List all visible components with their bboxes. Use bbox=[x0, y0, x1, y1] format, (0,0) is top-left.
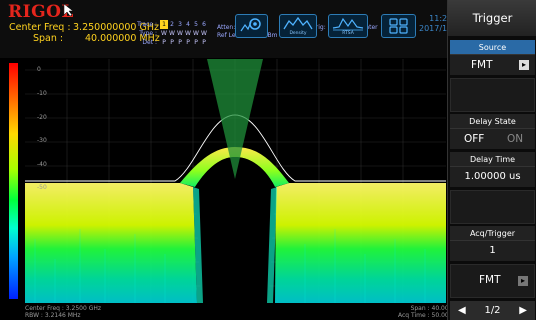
trace-type: W bbox=[193, 30, 199, 37]
span-label: Span : bbox=[33, 33, 64, 44]
trace-type: W bbox=[169, 30, 175, 37]
page-navigator[interactable]: ◀ 1/2 ▶ bbox=[450, 301, 535, 320]
spectrum-graph bbox=[25, 59, 446, 303]
acq-trigger-softkey[interactable]: 1 bbox=[450, 240, 535, 261]
clock-date: 2017/12/15 bbox=[419, 24, 466, 33]
y-axis-label: -20 bbox=[37, 114, 47, 121]
trace-type: W bbox=[201, 30, 207, 37]
signal-walls bbox=[193, 187, 277, 303]
signal-density-inner bbox=[195, 157, 275, 303]
fmt-value: FMT bbox=[479, 274, 501, 286]
trace-number: 5 bbox=[194, 21, 198, 28]
delay-time-value: 1.00000 us bbox=[464, 171, 521, 182]
det-label: Det : bbox=[142, 39, 157, 46]
empty-softkey[interactable] bbox=[450, 190, 535, 224]
delay-off-option: OFF bbox=[464, 133, 485, 145]
acq-trigger-header: Acq/Trigger bbox=[450, 226, 535, 240]
layout-grid-icon bbox=[389, 18, 408, 34]
density-color-scale bbox=[9, 63, 18, 299]
rtsa-label: RTSA bbox=[342, 31, 354, 36]
fmt-trigger-mask bbox=[207, 59, 263, 179]
trace-number: 2 bbox=[170, 21, 174, 28]
trace-det: P bbox=[194, 39, 198, 46]
menu-title: Trigger bbox=[448, 0, 536, 36]
trace-label: Trace : bbox=[137, 21, 157, 28]
trace-number: 6 bbox=[202, 21, 206, 28]
cursor-icon bbox=[63, 3, 74, 17]
footer-center-freq: Center Freq : 3.2500 GHz bbox=[25, 305, 101, 312]
rtsa-icon bbox=[332, 17, 364, 31]
y-axis-label: -10 bbox=[37, 90, 47, 97]
type-label: Type : bbox=[139, 30, 157, 37]
trace-number: 1 bbox=[160, 20, 168, 29]
delay-state-softkey[interactable]: OFF ON bbox=[450, 128, 535, 149]
plot-footer-right: Span : 40.000 MHz Acq Time : 50.0000 ms bbox=[398, 305, 467, 319]
trace-row-dets: Det : P P P P P P bbox=[128, 38, 216, 47]
trace-det: P bbox=[178, 39, 182, 46]
rtsa-button[interactable]: RTSA bbox=[328, 14, 368, 38]
trace-det: P bbox=[170, 39, 174, 46]
trace-det: P bbox=[202, 39, 206, 46]
trace-number: 4 bbox=[186, 21, 190, 28]
layout-button[interactable] bbox=[381, 14, 416, 38]
trigger-menu-panel: Trigger Source FMT ▸ Delay State OFF ON … bbox=[447, 0, 536, 320]
chevron-right-icon: ▸ bbox=[518, 276, 528, 286]
spectrum-mode-button[interactable] bbox=[235, 14, 268, 38]
next-page-icon[interactable]: ▶ bbox=[519, 305, 527, 316]
trace-number: 3 bbox=[178, 21, 182, 28]
top-status-bar: RIGOL Center Freq : 3.250000000 GHz Span… bbox=[0, 0, 465, 58]
trace-row-types: Type : W W W W W W bbox=[128, 29, 216, 38]
y-axis-label: 0 bbox=[37, 66, 41, 73]
trace-row-numbers: Trace : 1 2 3 4 5 6 bbox=[128, 20, 216, 29]
noise-density-right bbox=[275, 183, 446, 303]
empty-softkey[interactable] bbox=[450, 78, 535, 112]
trace-info-box[interactable]: Trace : 1 2 3 4 5 6 Type : W W W W W W D… bbox=[128, 20, 216, 54]
y-axis-label: -50 bbox=[37, 184, 47, 191]
spectrum-plot[interactable] bbox=[25, 59, 446, 303]
noise-density-left bbox=[25, 183, 197, 303]
plot-footer-left: Center Freq : 3.2500 GHz RBW : 3.2146 MH… bbox=[25, 305, 101, 319]
chevron-right-icon: ▸ bbox=[519, 60, 529, 70]
density-button[interactable]: Density bbox=[279, 14, 317, 38]
density-icon bbox=[283, 16, 313, 30]
delay-time-header: Delay Time bbox=[450, 152, 535, 166]
center-freq-label: Center Freq : bbox=[9, 22, 71, 33]
delay-state-header: Delay State bbox=[450, 114, 535, 128]
source-header: Source bbox=[450, 40, 535, 54]
density-label: Density bbox=[289, 31, 307, 36]
trace-det: P bbox=[162, 39, 166, 46]
source-softkey[interactable]: FMT ▸ bbox=[450, 54, 535, 75]
delay-on-option: ON bbox=[507, 133, 524, 145]
fmt-softkey[interactable]: FMT ▸ bbox=[450, 264, 535, 298]
trace-det: P bbox=[186, 39, 190, 46]
delay-time-softkey[interactable]: 1.00000 us bbox=[450, 166, 535, 187]
trace-type: W bbox=[161, 30, 167, 37]
center-freq-value[interactable]: 3.250000000 GHz bbox=[73, 22, 159, 33]
y-axis-label: -30 bbox=[37, 137, 47, 144]
source-value: FMT bbox=[471, 59, 493, 71]
noise-streaks bbox=[34, 229, 426, 303]
footer-acq-time: Acq Time : 50.0000 ms bbox=[398, 312, 468, 319]
trace-type: W bbox=[177, 30, 183, 37]
rigol-logo: RIGOL bbox=[8, 2, 74, 22]
trace-type: W bbox=[185, 30, 191, 37]
signal-density bbox=[180, 147, 289, 187]
y-axis-label: -40 bbox=[37, 161, 47, 168]
footer-span: Span : 40.000 MHz bbox=[410, 305, 468, 312]
prev-page-icon[interactable]: ◀ bbox=[458, 305, 466, 316]
span-value[interactable]: 40.000000 MHz bbox=[85, 33, 160, 44]
acq-trigger-value: 1 bbox=[489, 245, 496, 256]
footer-rbw: RBW : 3.2146 MHz bbox=[25, 312, 81, 319]
page-indicator: 1/2 bbox=[484, 305, 501, 316]
spectrum-mode-icon bbox=[240, 18, 261, 32]
